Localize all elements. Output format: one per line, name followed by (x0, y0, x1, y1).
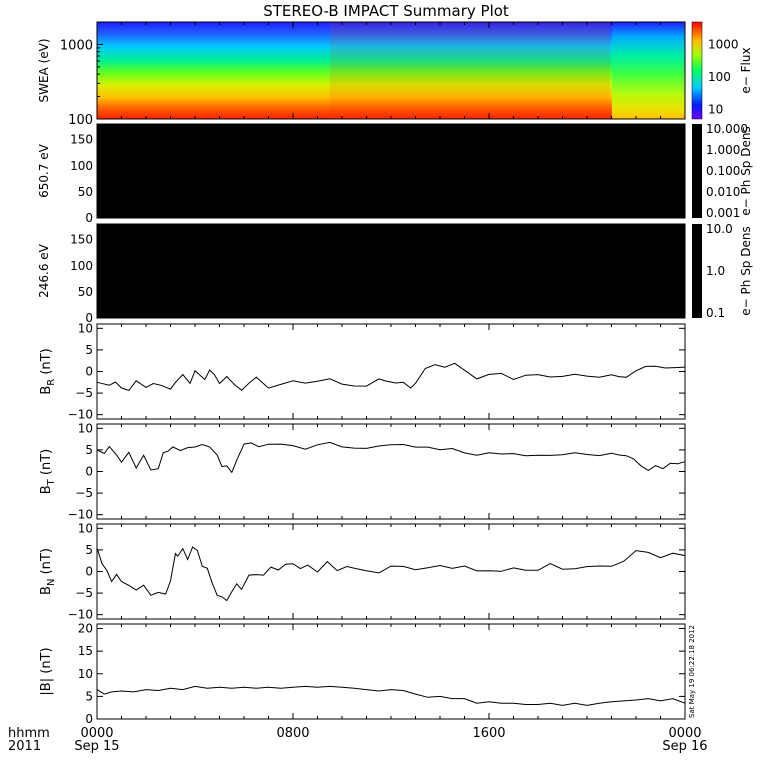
bn-series-line (96, 546, 686, 602)
x-corner-label-year: 2011 (8, 739, 41, 754)
plot-title: STEREO-B IMPACT Summary Plot (263, 2, 509, 20)
bn-ytick-label: −5 (75, 586, 93, 600)
br-series-line (96, 362, 686, 392)
bn-ytick-label: −10 (68, 608, 93, 622)
br-ytick-label: 10 (78, 321, 93, 335)
bt-ytick-label: 0 (85, 465, 93, 479)
bn-ylabel: BN (nT) (39, 548, 57, 595)
br-ytick-label: 0 (85, 365, 93, 379)
bt-ylabel: BT (nT) (39, 449, 57, 495)
bt-ytick-label: −5 (75, 486, 93, 500)
x-corner-label-hhmm: hhmm (8, 726, 50, 741)
flux-colorbar-tick-label: 10 (708, 102, 723, 116)
flux-colorbar-tick-label: 1000 (708, 38, 739, 52)
pad246-ytick-label: 100 (70, 259, 93, 273)
swea-ytick-label: 1000 (60, 38, 93, 53)
swea-low-flux-tail (612, 22, 685, 119)
pad246-colorbar-tick-label: 1.0 (706, 264, 725, 278)
bt-ytick-label: 5 (85, 443, 93, 457)
pad650-colorbar-tick-label: 0.010 (706, 185, 740, 199)
bmag-ytick-label: 5 (85, 689, 93, 703)
pad650-colorbar-tick-label: 0.100 (706, 164, 740, 178)
flux-colorbar (691, 21, 703, 120)
x-tick-label-time: 0800 (276, 726, 309, 741)
generation-timestamp: Sat May 19 06:22:18 2012 (688, 625, 696, 718)
bn-ytick-label: 10 (78, 521, 93, 535)
pad246-field (97, 224, 685, 318)
flux-colorbar-tick-label: 100 (708, 70, 731, 84)
bt-ytick-label: −10 (68, 508, 93, 522)
bt-ytick-label: 10 (78, 421, 93, 435)
bn-frame (96, 523, 686, 620)
pad246-ytick-label: 50 (78, 285, 93, 299)
br-ytick-label: −10 (68, 408, 93, 422)
bmag-ylabel: |B| (nT) (39, 647, 54, 695)
pad650-colorbar-label: e− Ph Sp Dens (739, 126, 753, 215)
swea-colorbar-label: e− Flux (739, 47, 753, 93)
x-tick-label-time: 0000 (668, 726, 701, 741)
x-tick-label-date: Sep 15 (74, 739, 119, 754)
pad650-colorbar-tick-label: 10.000 (706, 122, 748, 136)
bmag-ytick-label: 10 (78, 667, 93, 681)
swea-spectrogram (97, 22, 685, 119)
br-ytick-label: 5 (85, 343, 93, 357)
bmag-ytick-label: 15 (78, 644, 93, 658)
x-tick-label-time: 1600 (472, 726, 505, 741)
pad246-colorbar-label: e− Ph Sp Dens (739, 226, 753, 315)
swea-ytick-label: 100 (68, 113, 93, 128)
bt-series-line (96, 441, 686, 474)
pad650-colorbar (692, 124, 702, 218)
pad650-colorbar-tick-label: 1.000 (706, 143, 740, 157)
swea-panel (96, 21, 686, 120)
x-tick-label-date: Sep 16 (662, 739, 707, 754)
pad650-field (97, 124, 685, 218)
bn-ytick-label: 0 (85, 565, 93, 579)
bmag-frame (96, 623, 686, 720)
bt-frame (96, 423, 686, 520)
pad246-ylabel: 246.6 eV (37, 243, 51, 298)
pad650-ytick-label: 150 (70, 133, 93, 147)
pad650-panel (96, 123, 686, 219)
pad246-panel (96, 223, 686, 319)
pad246-ytick-label: 0 (85, 311, 93, 325)
pad650-ytick-label: 100 (70, 159, 93, 173)
br-ytick-label: −5 (75, 386, 93, 400)
pad246-ytick-label: 150 (70, 233, 93, 247)
swea-band-variation (330, 22, 610, 119)
pad650-colorbar-tick-label: 0.001 (706, 206, 740, 220)
axis-ticks (96, 21, 686, 720)
bn-ytick-label: 5 (85, 543, 93, 557)
pad650-ylabel: 650.7 eV (37, 143, 51, 198)
pad650-ytick-label: 0 (85, 211, 93, 225)
data-series (96, 362, 686, 706)
bmag-series-line (96, 685, 686, 706)
br-frame (96, 323, 686, 420)
swea-ylabel: SWEA (eV) (37, 38, 51, 102)
bmag-ytick-label: 20 (78, 622, 93, 636)
pad246-colorbar-tick-label: 0.1 (706, 306, 725, 320)
bmag-ytick-label: 0 (85, 712, 93, 726)
br-ylabel: BR (nT) (39, 348, 57, 394)
pad246-colorbar-tick-label: 10.0 (706, 222, 733, 236)
pad246-colorbar (692, 224, 702, 318)
pad650-ytick-label: 50 (78, 185, 93, 199)
x-tick-label-time: 0000 (80, 726, 113, 741)
